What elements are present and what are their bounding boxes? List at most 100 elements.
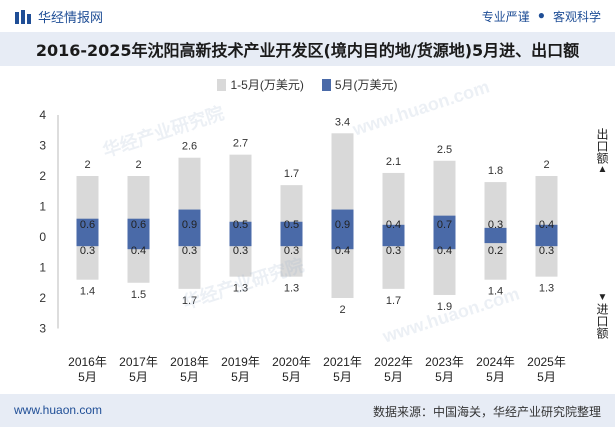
x-tick-label: 5月	[231, 370, 250, 384]
data-label-cumulative-import: 1.7	[182, 295, 197, 307]
footer-website-link[interactable]: www.huaon.com	[14, 403, 103, 417]
down-arrow-icon: ▼	[597, 292, 608, 303]
data-label-monthly-export: 0.9	[335, 219, 350, 231]
side-label-export: 出口额▲	[594, 128, 611, 175]
bar-monthly-import	[178, 237, 201, 247]
bar-monthly-import	[331, 237, 354, 250]
data-label-cumulative-export: 2.6	[182, 141, 197, 153]
bar-cumulative-import	[484, 237, 507, 280]
bar-cumulative-import	[535, 237, 558, 277]
data-label-monthly-import: 0.3	[284, 245, 299, 257]
y-tick-label: 1	[39, 261, 46, 275]
bar-cumulative-export	[382, 172, 405, 237]
data-label-monthly-export: 0.7	[437, 219, 452, 231]
legend-swatch-monthly	[321, 78, 331, 91]
bar-monthly-export	[76, 218, 99, 237]
x-tick-label: 2017年	[119, 355, 158, 369]
data-label-cumulative-export: 1.8	[488, 165, 503, 177]
y-tick-label: 2	[39, 169, 46, 183]
legend-label-cumulative: 1-5月(万美元)	[230, 78, 304, 92]
data-label-monthly-export: 0.6	[131, 219, 146, 231]
bar-cumulative-import	[382, 237, 405, 289]
x-tick-label: 2025年	[527, 355, 566, 369]
tagline-dot: ●	[537, 8, 545, 22]
y-tick-label: 1	[39, 200, 46, 214]
legend-label-monthly: 5月(万美元)	[334, 78, 398, 92]
data-label-cumulative-export: 3.4	[335, 116, 350, 128]
x-tick-label: 2023年	[425, 355, 464, 369]
data-label-cumulative-export: 2	[84, 159, 90, 171]
x-tick-label: 2022年	[374, 355, 413, 369]
y-tick-label: 2	[39, 291, 46, 305]
bar-cumulative-export	[535, 176, 558, 237]
bar-monthly-import	[229, 237, 252, 247]
bar-monthly-export	[127, 218, 150, 237]
brand-logo-icon	[15, 9, 31, 24]
bar-monthly-import	[280, 237, 303, 247]
x-tick-label: 5月	[537, 370, 556, 384]
data-label-monthly-export: 0.9	[182, 219, 197, 231]
footer-source: 数据来源：中国海关，华经产业研究院整理	[372, 405, 601, 419]
data-label-monthly-export: 0.4	[539, 219, 554, 231]
data-label-cumulative-import: 1.5	[131, 289, 146, 301]
x-tick-label: 2024年	[476, 355, 515, 369]
data-label-monthly-import: 0.3	[386, 245, 401, 257]
x-tick-label: 2019年	[221, 355, 260, 369]
bar-monthly-export	[331, 209, 354, 237]
data-label-monthly-export: 0.4	[386, 219, 401, 231]
data-label-cumulative-export: 2.7	[233, 138, 248, 150]
bar-cumulative-import	[178, 237, 201, 289]
data-label-monthly-import: 0.3	[539, 245, 554, 257]
y-tick-label: 3	[39, 139, 46, 153]
bar-monthly-import	[382, 237, 405, 247]
legend-item-cumulative: 1-5月(万美元)	[217, 76, 304, 93]
bar-monthly-import	[535, 237, 558, 247]
up-arrow-icon: ▲	[597, 164, 608, 175]
brand-name: 华经情报网	[38, 10, 104, 25]
tagline-2: 客观科学	[552, 10, 601, 24]
legend-item-monthly: 5月(万美元)	[321, 76, 398, 93]
side-label-export-text: 出口额	[595, 128, 609, 164]
data-label-cumulative-import: 1.4	[80, 286, 95, 298]
side-label-import-text: 进口额	[595, 303, 609, 339]
data-label-monthly-import: 0.4	[335, 245, 350, 257]
bar-cumulative-import	[229, 237, 252, 277]
bar-monthly-export	[535, 224, 558, 237]
x-tick-label: 2020年	[272, 355, 311, 369]
bar-monthly-export	[280, 221, 303, 237]
bar-monthly-import	[127, 237, 150, 250]
bar-monthly-export	[178, 209, 201, 237]
data-label-cumulative-export: 2	[543, 159, 549, 171]
tagline: 专业严谨 ● 客观科学	[482, 8, 601, 25]
x-tick-label: 5月	[180, 370, 199, 384]
data-label-cumulative-import: 1.9	[437, 301, 452, 313]
legend-swatch-cumulative	[217, 78, 227, 91]
y-tick-label: 0	[39, 230, 46, 244]
data-label-monthly-export: 0.5	[284, 219, 299, 231]
data-label-cumulative-import: 1.3	[539, 283, 554, 295]
data-label-cumulative-export: 2.1	[386, 156, 401, 168]
bar-monthly-import	[433, 237, 456, 250]
x-tick-label: 2016年	[68, 355, 107, 369]
bar-monthly-export	[382, 224, 405, 237]
bar-monthly-export	[433, 215, 456, 237]
data-label-cumulative-import: 1.3	[284, 283, 299, 295]
tagline-1: 专业严谨	[481, 10, 530, 24]
chart-title: 2016-2025年沈阳高新技术产业开发区(境内目的地/货源地)5月进、出口额	[35, 41, 580, 60]
data-label-cumulative-import: 1.4	[488, 286, 503, 298]
data-label-monthly-export: 0.3	[488, 219, 503, 231]
data-label-monthly-export: 0.5	[233, 219, 248, 231]
data-label-monthly-import: 0.2	[488, 245, 503, 257]
data-label-monthly-import: 0.3	[233, 245, 248, 257]
x-tick-label: 5月	[333, 370, 352, 384]
data-label-monthly-import: 0.4	[131, 245, 146, 257]
x-tick-label: 2021年	[323, 355, 362, 369]
bar-cumulative-import	[433, 237, 456, 295]
data-label-monthly-import: 0.4	[437, 245, 452, 257]
data-label-cumulative-import: 1.7	[386, 295, 401, 307]
footer: www.huaon.com 数据来源：中国海关，华经产业研究院整理	[0, 394, 615, 427]
x-tick-label: 5月	[78, 370, 97, 384]
y-tick-label: 4	[39, 108, 46, 122]
data-label-monthly-export: 0.6	[80, 219, 95, 231]
brand-logo[interactable]: 华经情报网	[14, 7, 103, 26]
